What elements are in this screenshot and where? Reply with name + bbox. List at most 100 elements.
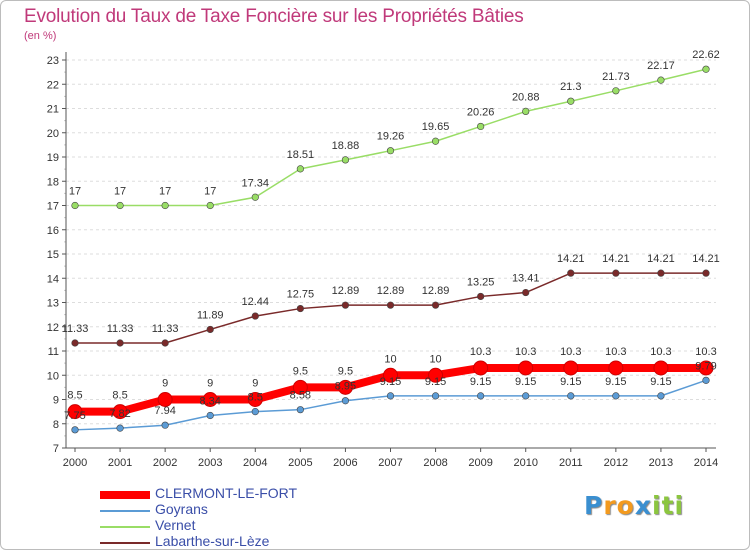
y-tick-label-12: 12 xyxy=(47,322,59,334)
data-label-labarthe-sur-l-ze-2008: 12.89 xyxy=(422,285,450,297)
data-point-clermont-le-fort-2006 xyxy=(337,379,353,395)
data-label-clermont-le-fort-2013: 10.3 xyxy=(650,346,671,358)
data-label-clermont-le-fort-2001: 8.5 xyxy=(112,390,127,402)
y-tick-label-9: 9 xyxy=(53,395,59,407)
x-tick-label-2012: 2012 xyxy=(604,457,628,469)
data-label-labarthe-sur-l-ze-2003: 11.89 xyxy=(197,309,224,321)
y-tick-label-17: 17 xyxy=(47,201,59,213)
proxiti-logo[interactable]: Proxiti xyxy=(584,491,684,520)
legend-swatch-goyrans xyxy=(100,510,150,512)
data-point-clermont-le-fort-2014 xyxy=(698,360,714,376)
data-point-vernet-2003 xyxy=(206,201,214,210)
data-label-goyrans-2000: 7.75 xyxy=(64,410,85,422)
data-label-labarthe-sur-l-ze-2007: 12.89 xyxy=(377,285,405,297)
x-tick-label-2007: 2007 xyxy=(378,457,402,469)
logo-letter: r xyxy=(603,491,617,520)
data-label-clermont-le-fort-2014: 10.3 xyxy=(695,346,716,358)
logo-letter: o xyxy=(616,491,635,520)
data-point-vernet-2014 xyxy=(702,65,710,73)
x-tick-label-2002: 2002 xyxy=(153,457,177,469)
data-point-goyrans-2003 xyxy=(206,411,214,420)
data-label-goyrans-2010: 9.15 xyxy=(515,376,536,388)
data-point-goyrans-2000 xyxy=(71,426,79,434)
data-label-vernet-2000: 17 xyxy=(69,186,81,198)
data-label-clermont-le-fort-2000: 8.5 xyxy=(67,390,82,402)
data-point-vernet-2005 xyxy=(296,165,304,173)
data-label-labarthe-sur-l-ze-2011: 14.21 xyxy=(557,253,585,265)
data-point-vernet-2011 xyxy=(567,97,575,105)
data-label-goyrans-2009: 9.15 xyxy=(470,376,491,388)
data-label-labarthe-sur-l-ze-2013: 14.21 xyxy=(647,253,675,265)
legend-swatch-labarthe xyxy=(100,542,150,544)
data-point-goyrans-2014 xyxy=(702,376,710,384)
legend-label-labarthe: Labarthe-sur-Lèze xyxy=(155,533,270,549)
y-tick-label-20: 20 xyxy=(47,128,59,140)
data-point-goyrans-2009 xyxy=(477,392,485,400)
data-point-goyrans-2002 xyxy=(161,421,169,429)
y-tick-label-11: 11 xyxy=(48,346,59,358)
data-point-clermont-le-fort-2003 xyxy=(202,392,218,407)
data-label-labarthe-sur-l-ze-2002: 11.33 xyxy=(152,323,179,335)
data-point-goyrans-2010 xyxy=(522,392,530,400)
logo-letter: x xyxy=(634,491,652,520)
data-label-clermont-le-fort-2011: 10.3 xyxy=(560,346,581,358)
data-label-clermont-le-fort-2007: 10 xyxy=(384,353,396,365)
data-point-vernet-2006 xyxy=(341,156,350,164)
data-label-vernet-2007: 19.26 xyxy=(377,131,405,143)
data-label-goyrans-2002: 7.94 xyxy=(154,405,175,417)
y-tick-label-8: 8 xyxy=(53,419,59,431)
data-point-clermont-le-fort-2004 xyxy=(247,392,263,407)
x-tick-label-2013: 2013 xyxy=(649,457,673,469)
data-point-clermont-le-fort-2010 xyxy=(518,360,534,376)
data-label-goyrans-2007: 9.15 xyxy=(380,376,401,388)
legend-label-clermont: CLERMONT-LE-FORT xyxy=(155,485,298,501)
data-point-labarthe-sur-l-ze-2006 xyxy=(341,301,350,309)
data-label-goyrans-2011: 9.15 xyxy=(560,376,581,388)
data-label-clermont-le-fort-2010: 10.3 xyxy=(515,346,536,358)
y-tick-label-15: 15 xyxy=(47,249,59,261)
data-label-labarthe-sur-l-ze-2009: 13.25 xyxy=(467,276,495,288)
data-label-goyrans-2006: 8.95 xyxy=(335,381,356,393)
data-label-labarthe-sur-l-ze-2000: 11.33 xyxy=(62,323,89,335)
y-tick-label-21: 21 xyxy=(47,104,59,116)
data-point-clermont-le-fort-2011 xyxy=(563,360,579,376)
data-label-clermont-le-fort-2002: 9 xyxy=(162,378,168,390)
data-label-goyrans-2013: 9.15 xyxy=(650,376,671,388)
data-label-labarthe-sur-l-ze-2012: 14.21 xyxy=(602,253,630,265)
y-tick-label-22: 22 xyxy=(47,79,59,91)
data-point-vernet-2002 xyxy=(161,201,169,210)
data-label-goyrans-2008: 9.15 xyxy=(425,376,446,388)
data-point-goyrans-2012 xyxy=(612,392,620,400)
data-point-vernet-2013 xyxy=(657,76,665,84)
x-tick-label-2010: 2010 xyxy=(513,457,537,469)
x-tick-label-2009: 2009 xyxy=(468,457,492,469)
data-point-goyrans-2005 xyxy=(296,406,304,414)
data-point-vernet-2000 xyxy=(71,201,79,210)
data-point-clermont-le-fort-2012 xyxy=(608,360,624,376)
data-point-vernet-2004 xyxy=(251,193,259,201)
x-tick-label-2011: 2011 xyxy=(559,457,583,469)
data-label-vernet-2002: 17 xyxy=(159,186,171,198)
y-tick-label-16: 16 xyxy=(47,225,59,237)
data-label-goyrans-2001: 7.82 xyxy=(109,408,130,420)
data-label-vernet-2013: 22.17 xyxy=(647,60,675,72)
data-label-goyrans-2014: 9.79 xyxy=(695,360,716,372)
data-point-labarthe-sur-l-ze-2010 xyxy=(522,288,530,297)
data-label-vernet-2014: 22.62 xyxy=(692,49,720,61)
y-tick-label-23: 23 xyxy=(47,55,59,67)
data-point-clermont-le-fort-2005 xyxy=(292,379,308,395)
data-point-clermont-le-fort-2007 xyxy=(383,367,398,383)
data-point-labarthe-sur-l-ze-2014 xyxy=(702,269,710,277)
data-point-labarthe-sur-l-ze-2011 xyxy=(567,269,575,277)
y-tick-label-14: 14 xyxy=(47,273,59,285)
data-point-vernet-2001 xyxy=(116,201,124,210)
data-label-vernet-2005: 18.51 xyxy=(287,149,315,161)
data-point-clermont-le-fort-2002 xyxy=(157,392,173,407)
data-label-labarthe-sur-l-ze-2014: 14.21 xyxy=(692,253,720,265)
x-tick-label-2005: 2005 xyxy=(288,457,312,469)
x-tick-label-2006: 2006 xyxy=(333,457,357,469)
x-tick-label-2001: 2001 xyxy=(108,457,132,469)
data-point-labarthe-sur-l-ze-2001 xyxy=(116,339,124,347)
data-label-clermont-le-fort-2012: 10.3 xyxy=(605,346,626,358)
